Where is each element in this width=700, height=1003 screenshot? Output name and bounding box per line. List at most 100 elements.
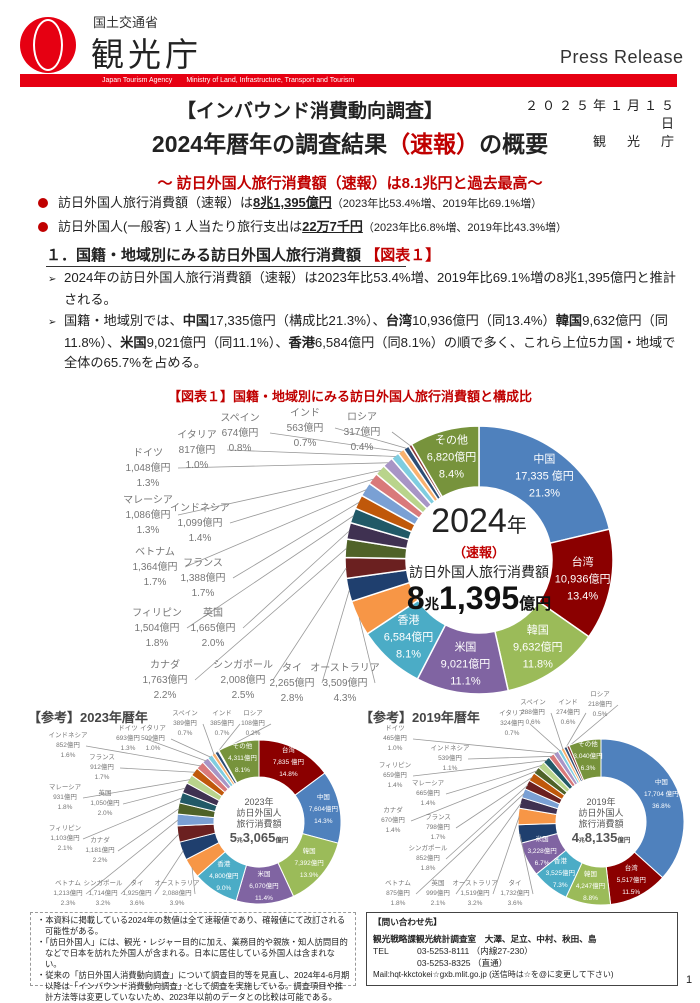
slice-label: フランス 912億円 1.7% [89,753,115,783]
slice-name: その他 [578,741,598,749]
slice-pct: 2.2% [92,857,108,864]
slice-name: インド [212,710,232,717]
country-name: 米国 [120,335,147,350]
slice-amount: 385億円 [210,720,234,727]
slice-pct: 1.4% [385,827,401,834]
slice-name: カナダ [383,807,403,814]
slice-label: その他 6,820億円 8.4% [427,433,477,484]
leader-line [334,427,407,449]
highlight-value: 8兆1,395億円 [253,195,332,210]
highlight-per-capita: 訪日外国人(一般客) 1 人当たり旅行支出は22万7千円（2023年比6.8%増… [38,216,567,235]
slice-label: タイ 2,265億円 2.8% [269,661,314,706]
center-year: 2024年 [407,503,551,544]
slice-label: 香港 4,800億円 9.0% [209,859,238,895]
leader-line [194,548,347,681]
slice-name: その他 [434,434,468,447]
slice-amount: 693億円 [116,735,140,742]
slice-name: ベトナム [385,880,411,887]
slice-name: ロシア [243,710,263,717]
slice-amount: 108億円 [241,720,265,727]
slice-amount: 817億円 [178,445,216,456]
slice-amount: 324億円 [500,720,524,727]
slice-label: タイ 1,925億円 3.6% [122,879,151,909]
slice-amount: 17,704 億円 [643,791,679,799]
slice-amount: 317億円 [343,427,381,438]
leader-line [170,738,211,758]
slice-name: インド [558,699,578,706]
leader-line [565,712,587,749]
slice-amount: 931億円 [53,794,77,801]
slice-label: インド 385億円 0.7% [210,709,234,739]
slice-pct: 3.2% [95,900,111,907]
year-number: 2023 [244,797,265,808]
leader-line [455,802,522,895]
slice-pct: 2.0% [97,810,113,817]
slice-label: ドイツ 465億円 1.0% [383,724,407,754]
leader-line [412,738,557,754]
year-unit: 年 [506,515,527,538]
slice-name: シンガポール [213,660,273,671]
slice-name: その他 [232,742,253,750]
slice-amount: 6,584億円 [383,631,434,644]
slice-pct: 0.4% [350,442,374,453]
slice-amount: 1,732億円 [500,890,530,897]
leader-line [229,478,374,524]
slice-name: 香港 [553,857,567,865]
slice-name: インドネシア [48,732,88,739]
slice-label: ベトナム 1,364億円 1.7% [132,545,177,590]
slice-label: 米国 3,228億円 6.7% [527,834,556,870]
donut-center-label: 2023年 訪日外国人 旅行消費額 5兆3,065億円 [230,797,289,849]
total-total-oku: 8,135 [584,830,618,846]
slice-label: フランス 1,388億円 1.7% [180,556,225,601]
slice-amount: 665億円 [416,790,440,797]
slice-name: フィリピン [378,762,412,769]
slice-name: 英国 [98,790,112,797]
slice-amount: 563億円 [286,423,324,434]
slice-name: ロシア [347,412,377,423]
slice-pct: 2.8% [280,693,304,704]
contact-tel-1: TEL 03-5253-8111 （内線27-230） [373,945,671,957]
slice-label: マレーシア 931億円 1.8% [49,783,81,813]
slice-pct: 2.5% [231,690,255,701]
leader-line [117,808,180,852]
slice-label: シンガポール 1,714億円 3.2% [84,879,123,909]
slice-amount: 1,364億円 [132,562,178,573]
slice-amount: 1,048億円 [125,463,171,474]
slice-pct: 1.4% [188,533,212,544]
slice-pct: 14.8% [279,771,298,779]
leader-line [154,850,184,895]
leader-line [177,470,381,516]
slice-amount: 539億円 [438,755,462,762]
slice-name: フランス [89,754,115,761]
slice-amount: 1,763億円 [142,675,188,686]
page-number: 1 [686,974,693,986]
slice-amount: 1,925億円 [122,890,152,897]
slice-pct: 11.5% [622,888,641,896]
leader-line [82,797,182,840]
slice-pct: 6.3% [580,765,596,773]
slice-label: 中国 17,335 億円 21.3% [515,452,574,503]
slice-pct: 1.8% [420,865,436,872]
slice-name: 米国 [257,871,271,879]
slice-name: イタリア [140,725,166,732]
slice-amount: 674億円 [221,428,259,439]
slice-amount: 389億円 [173,720,197,727]
slice-label: 中国 7,604億円 14.3% [309,792,338,828]
slice-amount: 1,504億円 [134,623,180,634]
contact-mail[interactable]: Mail:hqt-kkctokei☆gxb.mlit.go.jp (送信時は☆を… [373,970,614,979]
slice-pct: 1.0% [185,460,209,471]
slice-label: ドイツ 693億円 1.3% [116,724,140,754]
slice-pct: 1.7% [143,577,167,588]
slice-amount: 17,335 億円 [515,470,574,483]
bullet-dot-icon [38,198,48,208]
slice-amount: 1,519億円 [460,890,490,897]
slice-pct: 0.7% [504,730,520,737]
slice-label: フィリピン 1,103億円 2.1% [49,824,81,854]
slice-amount: 1,103億円 [50,835,80,842]
slice-amount: 288億円 [521,709,545,716]
slice-label: オーストラリア 1,519億円 3.2% [452,879,497,909]
slice-name: オーストラリア [310,663,380,674]
slice-amount: 999億円 [426,890,450,897]
slice-amount: 2,088億円 [162,890,192,897]
note-item: ・「訪日外国人」には、観光・レジャー目的に加え、業務目的や親族・知人訪問目的など… [37,937,348,969]
